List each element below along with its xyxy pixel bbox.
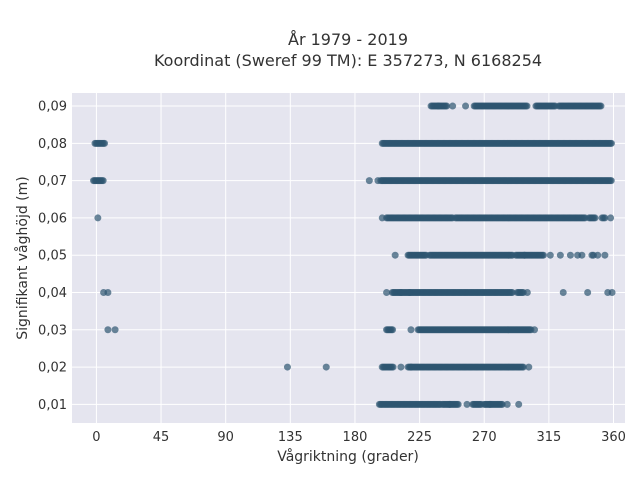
data-point <box>508 288 516 296</box>
data-point <box>597 102 605 110</box>
data-point <box>578 251 586 259</box>
y-tick-label: 0,07 <box>38 174 67 189</box>
data-point <box>454 400 462 408</box>
data-point <box>104 326 112 334</box>
x-tick-label: 45 <box>153 430 170 445</box>
data-point <box>449 102 457 110</box>
x-tick-label: 90 <box>217 430 234 445</box>
data-point <box>498 400 506 408</box>
data-point <box>322 363 330 371</box>
y-tick-label: 0,02 <box>38 361 67 376</box>
data-point <box>389 326 397 334</box>
data-point <box>523 288 531 296</box>
grid-lines <box>72 93 625 423</box>
data-points <box>90 102 616 408</box>
y-tick-label: 0,04 <box>38 286 67 301</box>
x-tick-label: 315 <box>536 430 561 445</box>
x-tick-label: 225 <box>407 430 432 445</box>
data-point <box>283 363 291 371</box>
data-point <box>389 363 397 371</box>
data-point <box>374 177 382 185</box>
data-point <box>407 326 415 334</box>
data-point <box>94 214 102 222</box>
data-point <box>594 251 602 259</box>
data-point <box>531 326 539 334</box>
x-axis-ticks: 0 45 90 135 180 225 270 315 360 <box>92 430 626 445</box>
x-tick-label: 135 <box>278 430 303 445</box>
data-point <box>446 400 454 408</box>
x-tick-label: 270 <box>472 430 497 445</box>
data-point <box>503 400 511 408</box>
chart-title: År 1979 - 2019 <box>288 30 408 49</box>
x-tick-label: 180 <box>343 430 368 445</box>
data-point <box>601 214 609 222</box>
data-point <box>397 363 405 371</box>
data-point <box>99 177 107 185</box>
data-point <box>607 214 615 222</box>
data-point <box>546 251 554 259</box>
data-point <box>519 363 527 371</box>
y-tick-label: 0,08 <box>38 137 67 152</box>
data-point <box>463 400 471 408</box>
y-tick-label: 0,05 <box>38 249 67 264</box>
data-point <box>407 363 415 371</box>
data-point <box>391 251 399 259</box>
data-point <box>539 251 547 259</box>
data-point <box>111 326 119 334</box>
data-point <box>104 288 112 296</box>
data-point <box>608 288 616 296</box>
data-point <box>383 288 391 296</box>
data-point <box>520 251 528 259</box>
y-tick-label: 0,06 <box>38 211 67 226</box>
data-point <box>556 251 564 259</box>
data-point <box>101 139 109 147</box>
chart-subtitle: Koordinat (Sweref 99 TM): E 357273, N 61… <box>154 51 542 70</box>
data-point <box>365 177 373 185</box>
data-point <box>462 102 470 110</box>
data-point <box>601 251 609 259</box>
data-point <box>584 288 592 296</box>
data-point <box>434 102 442 110</box>
data-point <box>486 400 494 408</box>
y-axis-ticks: 0,01 0,02 0,03 0,04 0,05 0,06 0,07 0,08 0,09 <box>38 100 67 413</box>
data-point <box>443 102 451 110</box>
data-point <box>607 139 615 147</box>
y-tick-label: 0,03 <box>38 323 67 338</box>
y-tick-label: 0,09 <box>38 100 67 115</box>
data-point <box>523 102 531 110</box>
x-tick-label: 360 <box>601 430 626 445</box>
y-tick-label: 0,01 <box>38 398 67 413</box>
data-point <box>525 363 533 371</box>
data-point <box>378 214 386 222</box>
data-point <box>406 288 414 296</box>
data-point <box>591 214 599 222</box>
x-tick-label: 0 <box>92 430 100 445</box>
x-axis-title: Vågriktning (grader) <box>277 448 419 465</box>
data-point <box>515 400 523 408</box>
data-point <box>397 288 405 296</box>
data-point <box>607 177 615 185</box>
y-axis-title: Signifikant våghöjd (m) <box>14 176 31 339</box>
data-point <box>566 251 574 259</box>
data-point <box>559 288 567 296</box>
